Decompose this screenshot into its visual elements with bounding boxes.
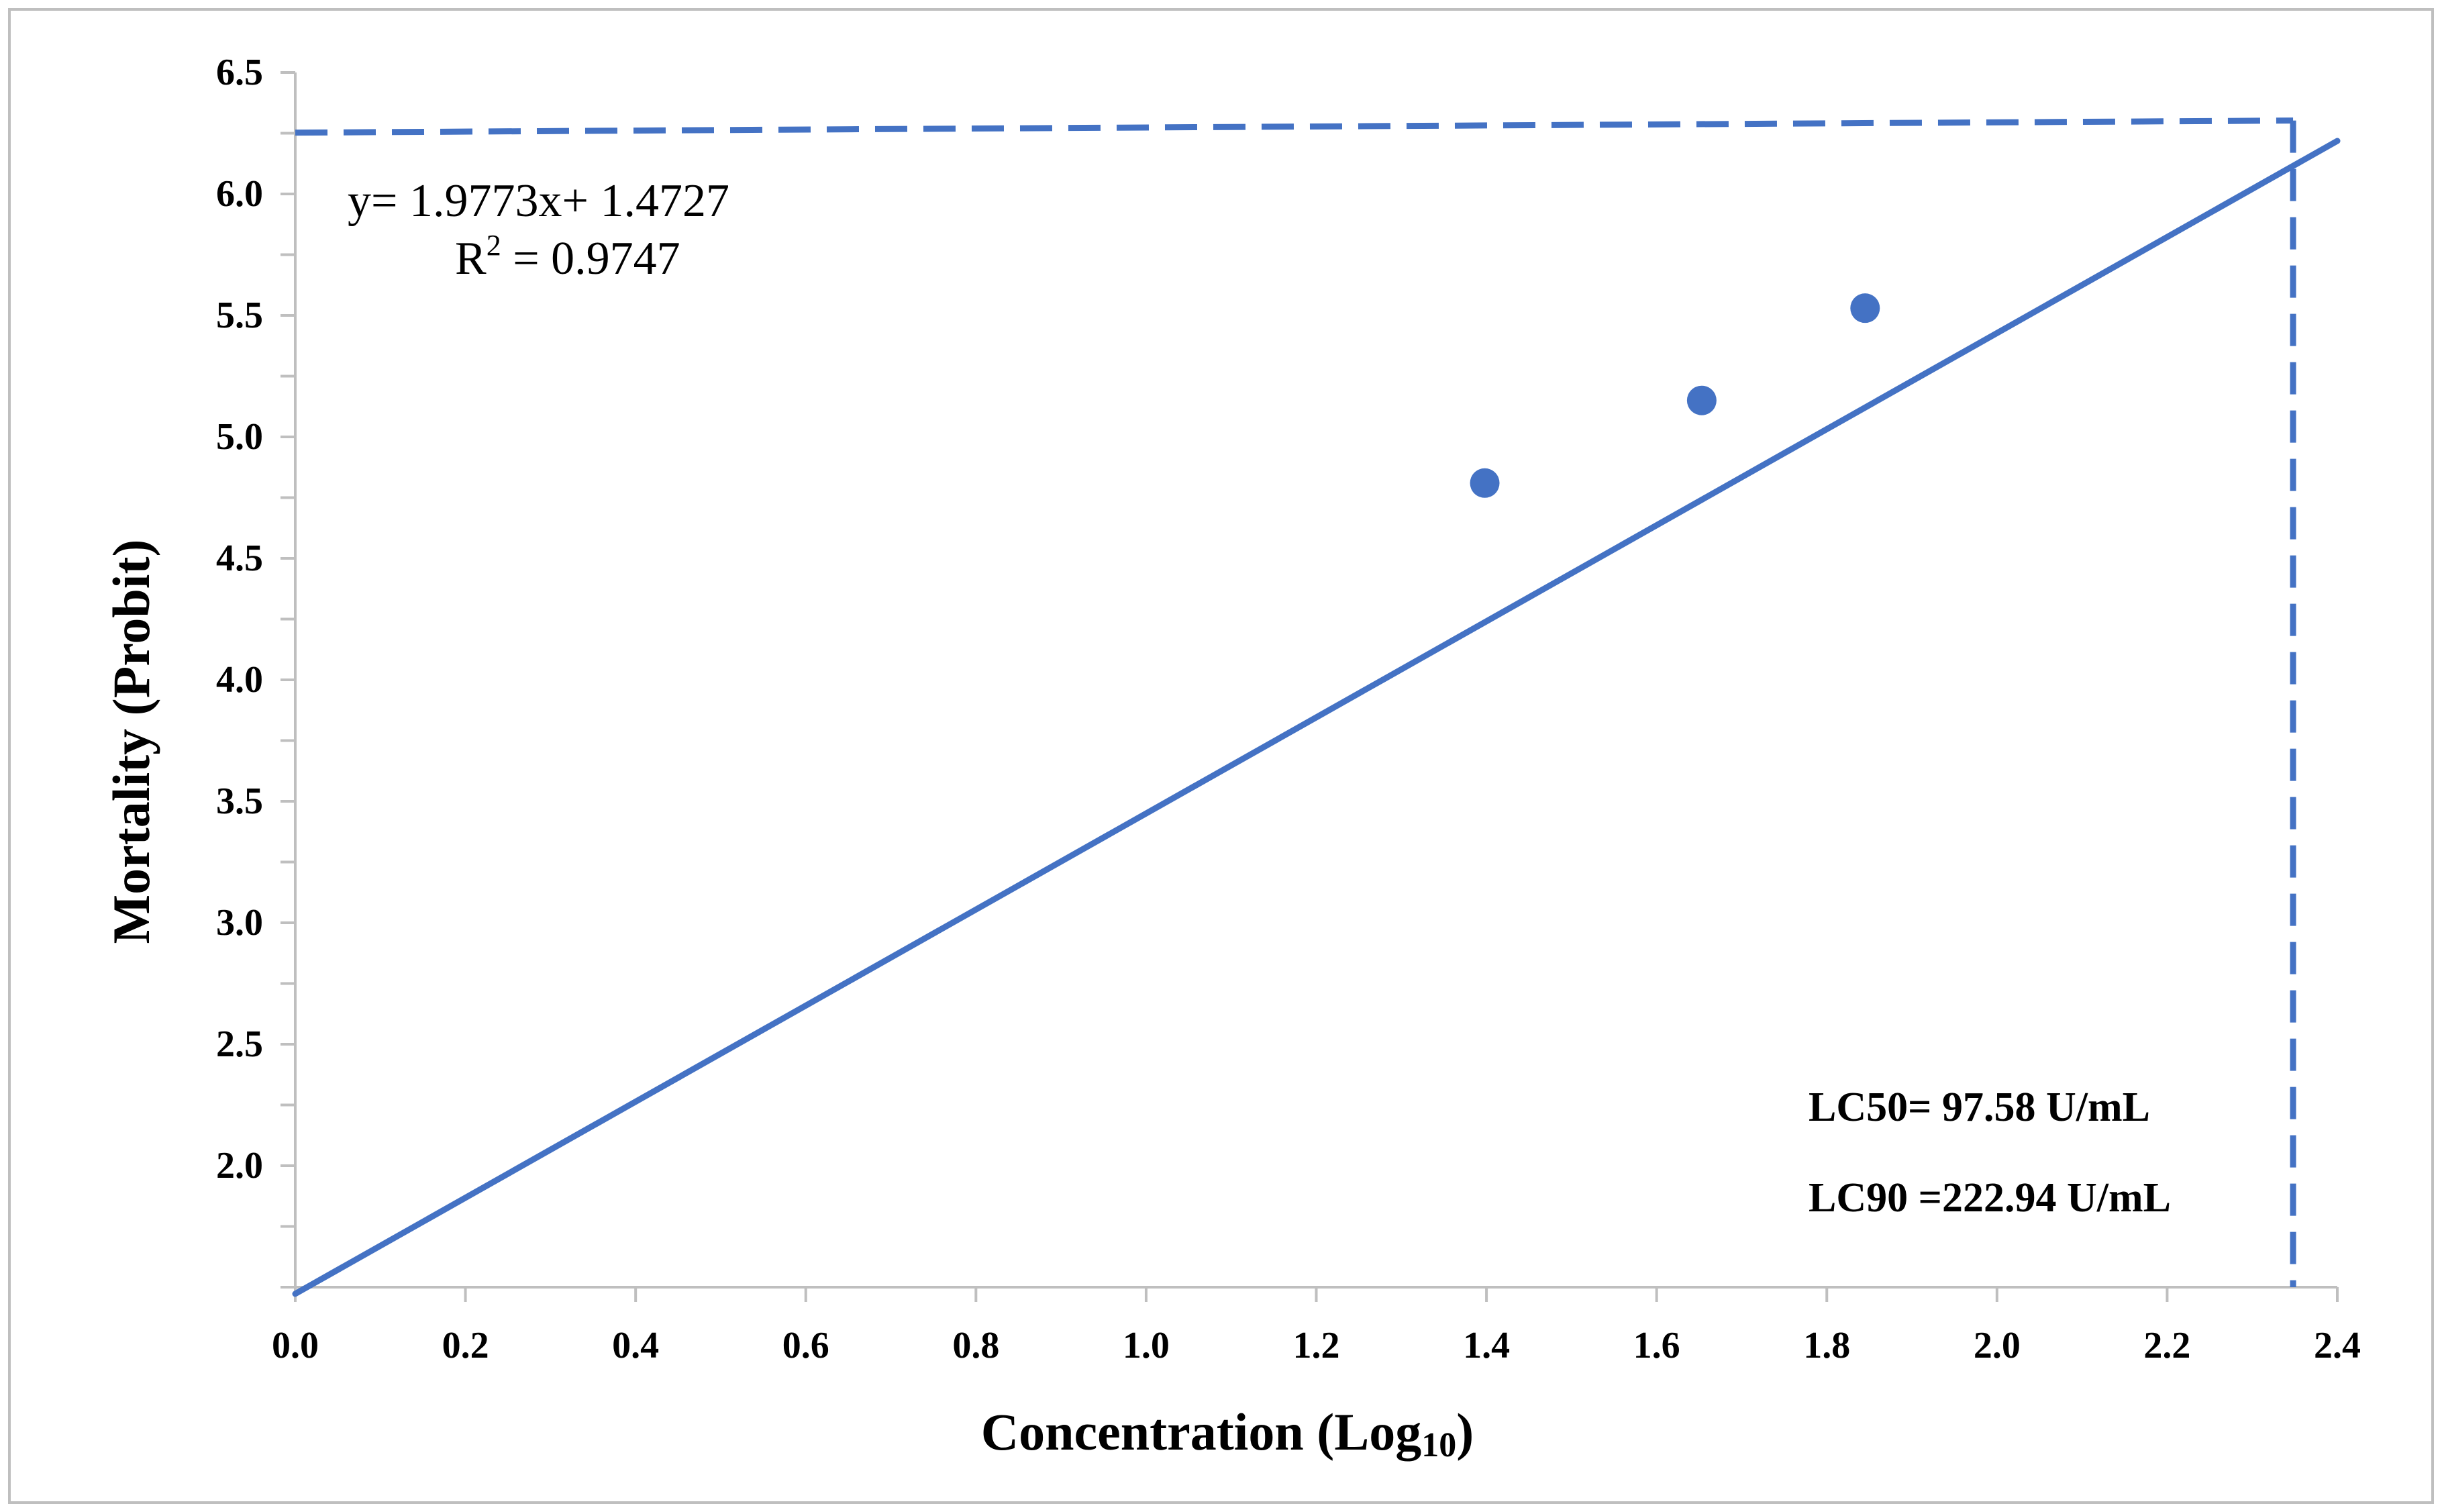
x-tick-label: 1.6 [1633,1325,1680,1366]
y-tick-label: 5.0 [216,416,263,458]
lc90-annotation: LC90 =222.94 U/mL [1809,1175,2171,1221]
y-tick-label: 2.5 [216,1023,263,1065]
y-tick-label: 3.5 [216,780,263,822]
y-tick-label: 6.0 [216,173,263,215]
y-tick-label: 2.0 [216,1145,263,1187]
y-axis-title: Mortality (Probit) [102,540,160,944]
x-tick-label: 1.8 [1803,1325,1850,1366]
tick-labels: 0.0 0.2 0.4 0.6 0.8 1.0 1.2 1.4 1.6 1.8 2.0 2.2 2.4 2… [216,52,2361,1366]
x-tick-label: 0.2 [442,1325,489,1366]
x-axis-title: Concentration (Log10) [981,1403,1474,1464]
x-tick-label: 0.0 [272,1325,319,1366]
lc90-horizontal-dashed-line [295,117,2294,136]
data-point [1850,293,1880,323]
reference-lines [295,117,2296,1287]
y-tick-label: 6.5 [216,52,263,93]
trendline-equation: y= 1.9773x+ 1.4727 [348,175,729,227]
data-points [1470,293,1880,498]
y-tick-label: 4.5 [216,538,263,579]
x-tick-label: 1.2 [1293,1325,1340,1366]
x-tick-label: 0.8 [952,1325,999,1366]
r-squared: R2 = 0.9747 [455,229,680,285]
x-tick-label: 1.0 [1123,1325,1170,1366]
x-tick-label: 2.0 [1974,1325,2021,1366]
x-tick-label: 1.4 [1463,1325,1510,1366]
y-tick-label: 3.0 [216,902,263,944]
y-tick-label: 5.5 [216,295,263,336]
data-point [1686,385,1717,415]
axes-group [281,71,2339,1302]
lc50-annotation: LC50= 97.58 U/mL [1809,1085,2150,1130]
chart-border [8,8,2434,1504]
y-tick-label: 4.0 [216,659,263,701]
x-tick-label: 2.2 [2143,1325,2190,1366]
x-tick-label: 0.6 [782,1325,829,1366]
x-tick-label: 0.4 [612,1325,659,1366]
trendline-group [292,138,2341,1297]
x-tick-label: 2.4 [2314,1325,2361,1366]
linear-trendline [292,138,2341,1297]
data-point [1470,468,1500,498]
